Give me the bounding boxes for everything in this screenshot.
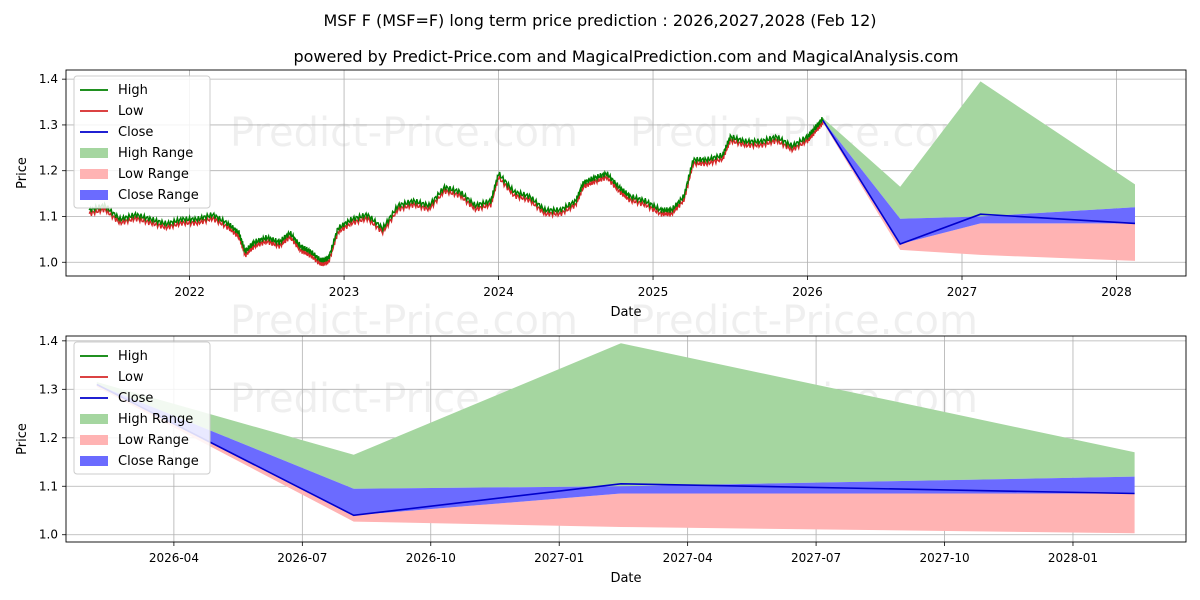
y-tick-label: 1.0 xyxy=(39,528,58,542)
legend-label: High Range xyxy=(118,412,193,427)
x-tick-label: 2022 xyxy=(174,285,205,299)
x-axis-label: Date xyxy=(610,571,641,586)
legend-label: High xyxy=(118,349,148,364)
legend-label: High Range xyxy=(118,146,193,161)
high-history-line xyxy=(88,117,824,263)
close-forecast-line xyxy=(96,383,1135,517)
chart-subtitle: powered by Predict-Price.com and Magical… xyxy=(293,47,958,66)
x-tick-label: 2024 xyxy=(483,285,514,299)
legend-label: Close xyxy=(118,391,153,406)
low-range-band xyxy=(823,120,1135,261)
y-tick-label: 1.1 xyxy=(39,479,58,493)
x-tick-label: 2028-01 xyxy=(1048,551,1098,565)
x-tick-label: 2027-01 xyxy=(534,551,584,565)
y-axis-label: Price xyxy=(15,423,30,455)
x-tick-label: 2025 xyxy=(638,285,669,299)
legend-swatch-patch xyxy=(80,435,108,445)
x-tick-label: 2026-04 xyxy=(149,551,199,565)
low-range-band xyxy=(96,384,1135,534)
watermark-text: Predict-Price.com xyxy=(630,110,978,156)
prediction-zoom-panel: Predict-Price.comPredict-Price.com2026-0… xyxy=(15,334,1187,586)
x-tick-label: 2027-04 xyxy=(663,551,713,565)
close-range-band xyxy=(96,384,1135,516)
chart-title: MSF F (MSF=F) long term price prediction… xyxy=(324,11,877,30)
x-tick-label: 2026-10 xyxy=(406,551,456,565)
watermark-text: Predict-Price.com xyxy=(230,110,578,156)
y-tick-label: 1.4 xyxy=(39,334,58,348)
y-tick-label: 1.3 xyxy=(39,118,58,132)
x-axis-label: Date xyxy=(610,305,641,320)
legend-label: Low Range xyxy=(118,167,189,182)
legend-label: Close Range xyxy=(118,454,199,469)
legend-swatch-patch xyxy=(80,148,108,158)
watermark-text: Predict-Price.com xyxy=(230,298,578,344)
x-tick-label: 2026 xyxy=(792,285,823,299)
x-tick-label: 2026-07 xyxy=(277,551,327,565)
close-forecast-line xyxy=(822,119,1136,245)
high-range-band xyxy=(96,343,1135,489)
legend-label: Close Range xyxy=(118,188,199,203)
y-tick-label: 1.0 xyxy=(39,255,58,269)
close-range-band xyxy=(823,120,1135,244)
legend-label: Low Range xyxy=(118,433,189,448)
legend-swatch-patch xyxy=(80,456,108,466)
legend-label: Close xyxy=(118,125,153,140)
x-tick-label: 2028 xyxy=(1101,285,1132,299)
x-tick-label: 2023 xyxy=(329,285,360,299)
legend-label: High xyxy=(118,83,148,98)
plot-frame xyxy=(65,69,1187,277)
legend-label: Low xyxy=(118,104,144,119)
legend-label: Low xyxy=(118,370,144,385)
legend-swatch-patch xyxy=(80,169,108,179)
high-range-band xyxy=(823,81,1135,219)
y-axis-label: Price xyxy=(15,157,30,189)
legend-swatch-patch xyxy=(80,190,108,200)
y-tick-label: 1.1 xyxy=(39,209,58,223)
x-tick-label: 2027-07 xyxy=(791,551,841,565)
plot-frame xyxy=(65,335,1187,543)
x-tick-label: 2027 xyxy=(947,285,978,299)
x-tick-label: 2027-10 xyxy=(919,551,969,565)
legend-swatch-patch xyxy=(80,414,108,424)
watermark-text: Predict-Price.com xyxy=(630,298,978,344)
y-tick-label: 1.2 xyxy=(39,164,58,178)
low-history-line xyxy=(88,120,824,267)
long-term-panel: Predict-Price.com Predict-Price.com Predic… xyxy=(15,69,1187,344)
y-tick-label: 1.4 xyxy=(39,72,58,86)
y-tick-label: 1.2 xyxy=(39,431,58,445)
y-tick-label: 1.3 xyxy=(39,382,58,396)
